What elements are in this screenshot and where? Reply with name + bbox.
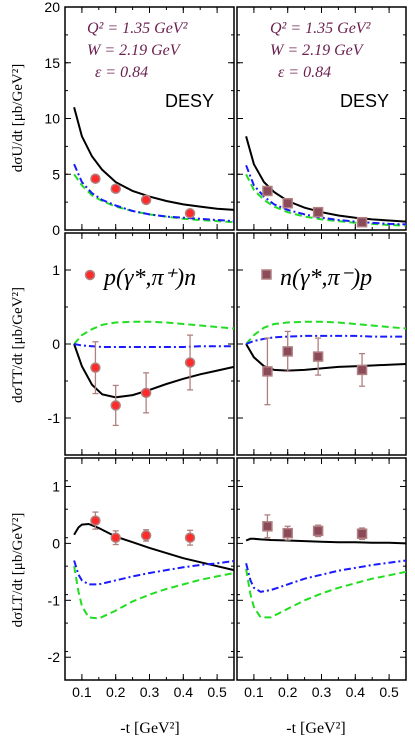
xtick-label-lt-piplus: 0.5 bbox=[207, 684, 227, 700]
curve-dashed-lt-piplus bbox=[73, 566, 235, 620]
kin-w-right: W = 2.19 GeV bbox=[270, 42, 365, 59]
panel-frame-u-piminus bbox=[236, 6, 407, 231]
curve-solid-tt-piminus bbox=[245, 343, 407, 372]
curve-solid-lt-piminus bbox=[245, 537, 407, 545]
xlabel-right: -t [GeV²] bbox=[286, 720, 345, 737]
xtick-label-lt-piminus: 0.5 bbox=[379, 684, 399, 700]
panels-group: 0 5 10 15 20 -1 0 1 -2 -1 0 1 0.1 0.2 0.3 0.4 0.5 0.1 0.2 0… bbox=[44, 0, 407, 700]
kin-eps-left: ε = 0.84 bbox=[95, 64, 148, 81]
kin-eps-right: ε = 0.84 bbox=[278, 64, 331, 81]
data-point-tt-piplus bbox=[110, 400, 121, 411]
ylabel-u: dσU/dt [μb/GeV²] bbox=[10, 64, 26, 173]
curve-dashdot-lt-piminus bbox=[245, 559, 407, 593]
data-point-tt-piplus bbox=[184, 357, 196, 368]
data-point-lt-piplus bbox=[140, 530, 152, 541]
data-point-lt-piminus bbox=[282, 527, 293, 539]
neutron-legend-marker bbox=[261, 269, 272, 280]
xtick-label-lt-piminus: 0.3 bbox=[312, 684, 332, 700]
panel-frame-lt-piplus bbox=[64, 457, 235, 681]
ytick-label-lt-piplus: 1 bbox=[52, 478, 60, 494]
xtick-label-lt-piminus: 0.2 bbox=[278, 684, 298, 700]
data-point-lt-piminus bbox=[356, 528, 368, 539]
data-point-u-piplus bbox=[90, 173, 101, 184]
panel-frame-lt-piminus bbox=[236, 457, 407, 681]
ytick-label-lt-piplus: 0 bbox=[52, 535, 60, 551]
data-point-lt-piplus bbox=[90, 515, 101, 526]
data-point-u-piminus bbox=[312, 206, 324, 218]
ytick-label-u-piplus: 15 bbox=[44, 55, 60, 71]
ytick-label-u-piplus: 0 bbox=[52, 222, 60, 238]
curve-solid-u-piplus bbox=[73, 107, 235, 211]
proton-legend-marker bbox=[84, 269, 96, 281]
data-point-u-piminus bbox=[262, 185, 273, 197]
ytick-label-u-piplus: 5 bbox=[52, 166, 60, 182]
curve-dashed-tt-piplus bbox=[73, 320, 235, 345]
ytick-label-u-piplus: 10 bbox=[44, 111, 60, 127]
ytick-label-lt-piplus: -2 bbox=[48, 649, 61, 665]
xlabel-left: -t [GeV²] bbox=[120, 720, 179, 737]
curve-dashdot-tt-piplus bbox=[73, 343, 234, 348]
kin-w-left: W = 2.19 GeV bbox=[87, 42, 182, 59]
data-point-lt-piminus bbox=[312, 525, 324, 537]
curve-dashdot-tt-piminus bbox=[245, 334, 406, 345]
ytick-label-lt-piplus: -1 bbox=[48, 592, 61, 608]
data-point-tt-piplus bbox=[90, 362, 101, 373]
data-point-tt-piminus bbox=[356, 364, 368, 376]
curve-solid-u-piminus bbox=[245, 136, 407, 223]
reaction-label-left: p(γ*,π⁺)n bbox=[102, 265, 196, 291]
reaction-label-right: n(γ*,π⁻)p bbox=[280, 265, 372, 291]
data-point-u-piminus bbox=[282, 197, 293, 209]
ytick-label-tt-piplus: -1 bbox=[48, 410, 61, 426]
curve-dashdot-lt-piplus bbox=[73, 560, 235, 586]
data-point-tt-piminus bbox=[312, 351, 324, 362]
data-point-tt-piminus bbox=[282, 346, 293, 357]
data-point-tt-piminus bbox=[262, 366, 273, 377]
source-label-right: DESY bbox=[340, 91, 389, 111]
xtick-label-lt-piplus: 0.1 bbox=[72, 684, 92, 700]
data-point-u-piminus bbox=[356, 216, 368, 228]
xtick-label-lt-piminus: 0.1 bbox=[244, 684, 264, 700]
curve-dashdot-u-piplus bbox=[73, 163, 235, 223]
data-point-u-piplus bbox=[140, 194, 152, 206]
kin-q2-left: Q² = 1.35 GeV² bbox=[87, 20, 189, 37]
ylabel-lt: dσLT/dt [μb/GeV²] bbox=[10, 513, 26, 628]
curve-solid-lt-piplus bbox=[73, 522, 235, 572]
data-point-lt-piminus bbox=[262, 521, 273, 532]
ylabel-tt: dσTT/dt [μb/GeV²] bbox=[10, 287, 26, 403]
source-label-left: DESY bbox=[165, 91, 214, 111]
ytick-label-tt-piplus: 1 bbox=[52, 262, 60, 278]
data-point-u-piplus bbox=[184, 208, 196, 219]
xtick-label-lt-piminus: 0.4 bbox=[346, 684, 366, 700]
xtick-label-lt-piplus: 0.4 bbox=[174, 684, 194, 700]
xtick-label-lt-piplus: 0.2 bbox=[106, 684, 126, 700]
ytick-label-u-piplus: 20 bbox=[44, 0, 60, 15]
curve-dashed-u-piminus bbox=[245, 173, 407, 227]
data-point-tt-piplus bbox=[140, 387, 152, 399]
curve-dashed-tt-piminus bbox=[245, 320, 407, 345]
curve-dashed-u-piplus bbox=[73, 173, 235, 224]
ytick-label-tt-piplus: 0 bbox=[52, 336, 60, 352]
data-point-lt-piplus bbox=[184, 532, 196, 543]
kin-q2-right: Q² = 1.35 GeV² bbox=[270, 20, 372, 37]
xtick-label-lt-piplus: 0.3 bbox=[140, 684, 160, 700]
data-point-lt-piplus bbox=[110, 532, 121, 543]
data-point-u-piplus bbox=[110, 183, 121, 194]
curve-dashed-lt-piminus bbox=[245, 568, 407, 619]
